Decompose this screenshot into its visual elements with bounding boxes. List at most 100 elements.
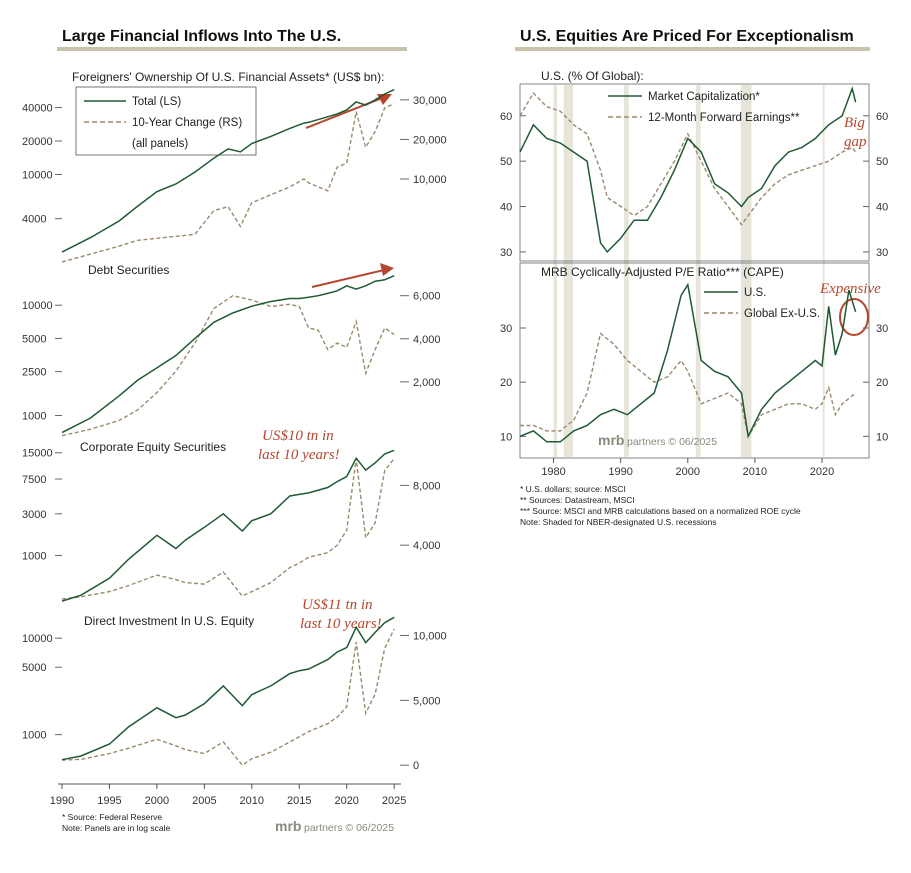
right-x-tick-label: 1980	[541, 466, 565, 478]
annotation-direct-line2: last 10 years!	[300, 616, 382, 632]
panel1-total-line	[61, 88, 395, 253]
right-y-tick-label: 10,000	[413, 174, 447, 186]
left-y-tick-label: 1000	[22, 411, 46, 423]
axes: 1990 1995 2000 2005 2010 2015 2020 202540000200…	[22, 95, 888, 807]
right-top-ytick-left-label: 60	[500, 111, 512, 123]
recession-band	[563, 85, 574, 457]
right-top-ytick-right-label: 60	[876, 111, 888, 123]
annotation-direct-line1: US$11 tn in	[302, 597, 373, 613]
left-x-tick-label: 2020	[334, 795, 358, 807]
right-y-tick-label: 0	[413, 760, 419, 772]
right-title: U.S. Equities Are Priced For Exceptional…	[520, 28, 854, 45]
right-bottom-ytick-left-label: 30	[500, 323, 512, 335]
left-footnote-1: * Source: Federal Reserve	[62, 812, 162, 822]
panel2-change-line	[61, 294, 395, 437]
panel1-change-line	[61, 103, 395, 263]
right-footnote-3: *** Source: MSCI and MRB calculations ba…	[520, 506, 801, 516]
left-footnote-2: Note: Panels are in log scale	[62, 823, 170, 833]
annotation-equity-line2: last 10 years!	[258, 447, 340, 463]
right-bottom-ytick-right-label: 20	[876, 377, 888, 389]
left-x-tick-label: 2005	[192, 795, 216, 807]
right-title-rule	[515, 47, 870, 51]
right-bottom-title: MRB Cyclically-Adjusted P/E Ratio*** (CA…	[541, 265, 784, 279]
left-y-tick-label: 15000	[22, 448, 53, 460]
left-y-tick-label: 5000	[22, 662, 46, 674]
left-y-tick-label: 20000	[22, 136, 53, 148]
recession-shading	[553, 85, 825, 457]
right-bottom-solid-line	[519, 282, 857, 443]
right-brand-logo: mrb	[598, 432, 624, 448]
right-y-tick-label: 5,000	[413, 695, 441, 707]
right-footnote-4: Note: Shaded for NBER-designated U.S. re…	[520, 517, 717, 527]
right-bottom-ytick-left-label: 20	[500, 377, 512, 389]
legend-total-label: Total (LS)	[132, 96, 181, 108]
right-top-ytick-left-label: 50	[500, 156, 512, 168]
right-bottom-frame	[519, 262, 870, 459]
right-top-ytick-right-label: 30	[876, 247, 888, 259]
recession-band	[822, 85, 825, 457]
series	[61, 85, 857, 767]
left-y-tick-label: 10000	[22, 633, 53, 645]
legend-mktcap-label: Market Capitalization*	[648, 91, 760, 103]
left-y-tick-label: 40000	[22, 103, 53, 115]
right-top-dashed-line	[519, 91, 857, 226]
legend-all-panels: (all panels)	[132, 138, 188, 150]
right-top-solid-line	[519, 85, 857, 254]
panel4-change-line	[61, 628, 395, 767]
left-brand-logo: mrb	[275, 818, 301, 834]
recession-band	[553, 85, 557, 457]
panel4-total-line	[61, 616, 395, 761]
left-title: Large Financial Inflows Into The U.S.	[62, 28, 341, 45]
trend-arrow-debt	[311, 269, 385, 288]
left-title-rule	[57, 47, 407, 51]
right-y-tick-label: 10,000	[413, 630, 447, 642]
annotation-expensive: Expensive	[819, 281, 881, 297]
left-x-tick-label: 1990	[50, 795, 74, 807]
panel2-total-line	[61, 275, 395, 434]
panel3-total-line	[61, 449, 395, 602]
right-x-tick-label: 1990	[608, 466, 632, 478]
right-top-frame	[519, 83, 870, 262]
right-top-ytick-left-label: 30	[500, 247, 512, 259]
left-y-tick-label: 4000	[22, 214, 46, 226]
left-x-tick-label: 2025	[382, 795, 406, 807]
left-brand-text: partners © 06/2025	[304, 822, 394, 834]
annotation-big: Big	[844, 115, 865, 131]
left-x-tick-label: 2015	[287, 795, 311, 807]
left-y-tick-label: 5000	[22, 333, 46, 345]
expensive-circle	[839, 298, 869, 336]
right-brand-text: partners © 06/2025	[627, 436, 717, 448]
right-bottom-dashed-line	[520, 332, 857, 439]
right-x-tick-label: 2000	[676, 466, 700, 478]
right-y-tick-label: 2,000	[413, 377, 441, 389]
right-bottom-ytick-left-label: 10	[500, 431, 512, 443]
left-x-tick-label: 2000	[145, 795, 169, 807]
right-top-ytick-right-label: 50	[876, 156, 888, 168]
panel4-title: Direct Investment In U.S. Equity	[84, 614, 254, 628]
trend-arrowhead-debt	[380, 263, 394, 276]
panel1-title: Foreigners' Ownership Of U.S. Financial …	[72, 70, 384, 84]
left-y-tick-label: 1000	[22, 730, 46, 742]
left-y-tick-label: 1000	[22, 550, 46, 562]
panel3-change-line	[61, 458, 395, 600]
right-y-tick-label: 30,000	[413, 95, 447, 107]
right-bottom-ytick-right-label: 10	[876, 431, 888, 443]
panel2-title: Debt Securities	[88, 263, 169, 277]
recession-band	[740, 85, 752, 457]
left-x-tick-label: 1995	[97, 795, 121, 807]
right-y-tick-label: 4,000	[413, 334, 441, 346]
legend-earnings-label: 12-Month Forward Earnings**	[648, 112, 800, 124]
legend-global-label: Global Ex-U.S.	[744, 308, 820, 320]
right-y-tick-label: 20,000	[413, 134, 447, 146]
recession-band	[695, 85, 701, 457]
right-top-title: U.S. (% Of Global):	[541, 69, 644, 83]
right-footnote-1: * U.S. dollars; source: MSCI	[520, 484, 626, 494]
panel3-title: Corporate Equity Securities	[80, 440, 226, 454]
recession-band	[624, 85, 629, 457]
left-y-tick-label: 10000	[22, 300, 53, 312]
left-y-tick-label: 3000	[22, 509, 46, 521]
right-y-tick-label: 6,000	[413, 291, 441, 303]
left-y-tick-label: 7500	[22, 474, 46, 486]
left-y-tick-label: 10000	[22, 169, 53, 181]
right-bottom-ytick-right-label: 30	[876, 323, 888, 335]
